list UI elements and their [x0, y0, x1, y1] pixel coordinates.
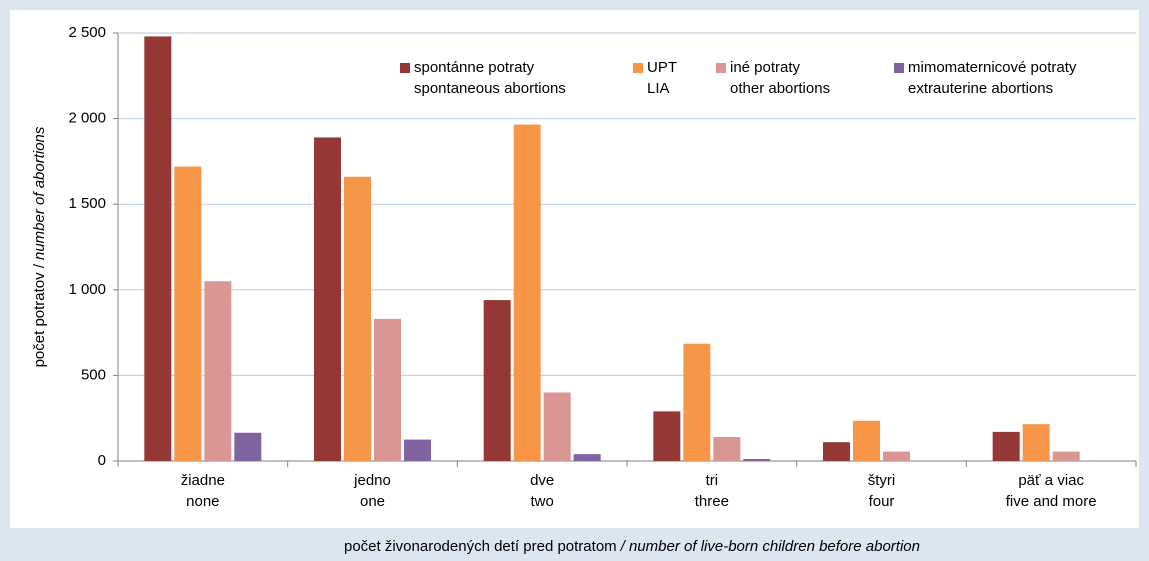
- x-tick-label: žiadne: [181, 472, 225, 489]
- bar: [573, 454, 601, 461]
- x-tick-label: three: [695, 493, 729, 510]
- x-tick-label: dve: [530, 472, 554, 489]
- x-tick-label: päť a viac: [1018, 472, 1084, 489]
- y-tick-label: 1 500: [68, 195, 106, 212]
- x-label-part: / number of live-born children before ab…: [620, 538, 920, 555]
- legend-swatch: [894, 63, 904, 73]
- y-tick-label: 500: [81, 366, 106, 383]
- legend-label: spontaneous abortions: [414, 80, 566, 97]
- x-tick-label: two: [530, 493, 553, 510]
- x-tick-label: none: [186, 493, 219, 510]
- y-label-part: počet potratov /: [31, 263, 48, 367]
- x-tick-label: four: [869, 493, 895, 510]
- bar: [483, 300, 511, 461]
- legend-swatch: [400, 63, 410, 73]
- bar: [174, 166, 202, 461]
- x-axis-label: počet živonarodených detí pred potratom /…: [344, 538, 920, 555]
- bar: [1022, 424, 1050, 461]
- bar: [1052, 451, 1080, 461]
- x-tick-label: one: [360, 493, 385, 510]
- legend-label: extrauterine abortions: [908, 80, 1053, 97]
- bar: [404, 439, 431, 461]
- bar: [713, 437, 741, 461]
- bar: [853, 420, 880, 461]
- y-axis-label: počet potratov / number of abortions: [31, 126, 48, 367]
- bar: [683, 343, 711, 461]
- bar: [992, 431, 1020, 461]
- legend-label: UPT: [647, 59, 677, 76]
- y-tick-label: 0: [98, 452, 106, 469]
- x-tick-label: five and more: [1006, 493, 1097, 510]
- bar: [204, 281, 232, 461]
- legend-label: other abortions: [730, 80, 830, 97]
- x-tick-label: štyri: [868, 472, 896, 489]
- y-tick-label: 1 000: [68, 281, 106, 298]
- bar: [543, 392, 571, 461]
- bar: [374, 318, 401, 461]
- bar: [883, 451, 910, 461]
- bar: [823, 442, 850, 461]
- bar: [344, 176, 371, 462]
- y-tick-label: 2 500: [68, 24, 106, 41]
- x-tick-label: tri: [706, 472, 719, 489]
- x-label-part: počet živonarodených detí pred potratom: [344, 538, 617, 555]
- legend-label: LIA: [647, 80, 670, 97]
- y-tick-label: 2 000: [68, 110, 106, 127]
- bar: [743, 458, 771, 461]
- x-tick-label: jedno: [353, 472, 391, 489]
- bar: [144, 36, 172, 461]
- bar: [234, 432, 262, 461]
- y-label-part: number of abortions: [31, 126, 48, 260]
- bar: [653, 411, 681, 461]
- bar: [314, 137, 341, 461]
- legend-swatch: [633, 63, 643, 73]
- legend-label: iné potraty: [730, 59, 801, 76]
- legend-label: spontánne potraty: [414, 59, 535, 76]
- legend-swatch: [716, 63, 726, 73]
- legend-label: mimomaternicové potraty: [908, 59, 1077, 76]
- bar: [513, 124, 541, 461]
